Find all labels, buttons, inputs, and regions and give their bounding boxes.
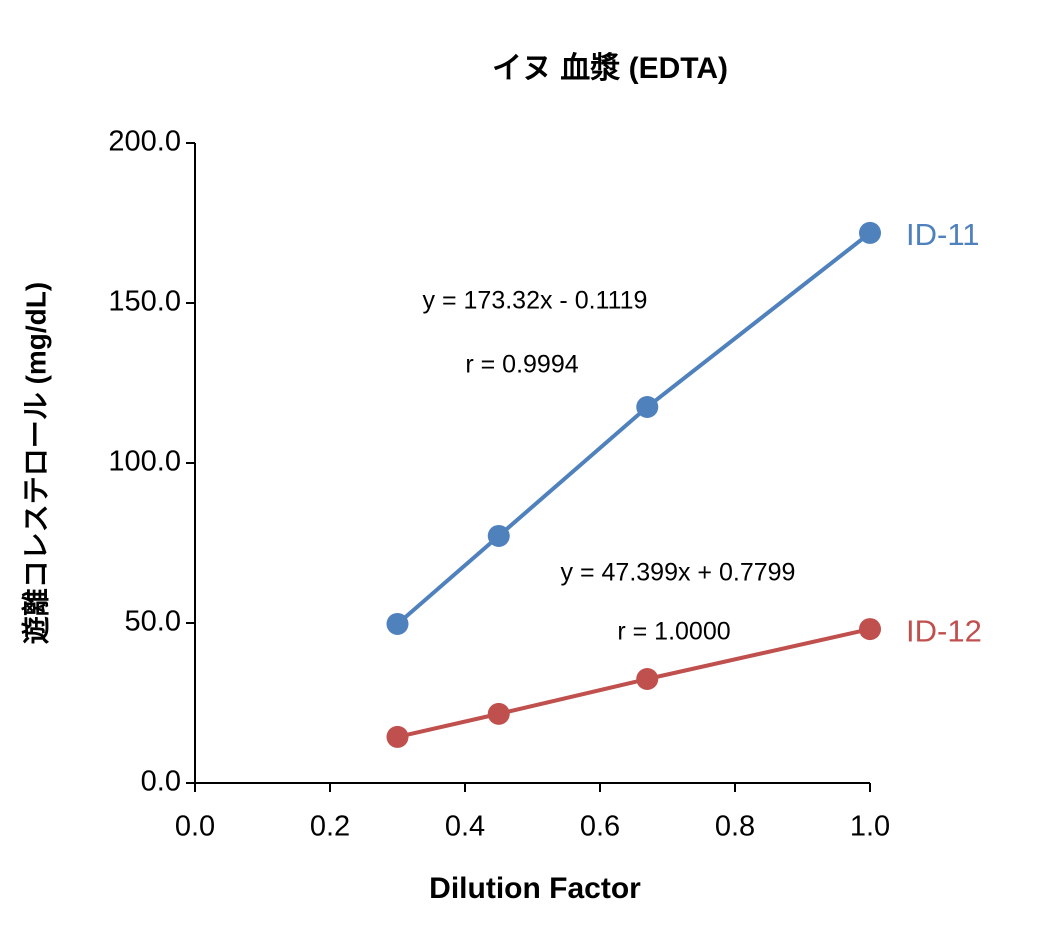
y-tick-label: 100.0	[108, 446, 181, 478]
data-point	[636, 668, 659, 690]
annotation: r = 1.0000	[617, 618, 730, 646]
y-tick-label: 150.0	[108, 286, 181, 318]
data-point	[386, 725, 409, 748]
y-tick-label: 200.0	[108, 126, 181, 158]
x-tick-label: 0.0	[175, 811, 215, 843]
data-point	[487, 524, 510, 547]
annotation: r = 0.9994	[465, 351, 578, 379]
x-tick-label: 0.8	[715, 811, 755, 843]
annotation: y = 47.399x + 0.7799	[561, 559, 796, 587]
y-tick-label: 50.0	[125, 606, 181, 638]
data-point	[859, 221, 881, 244]
series-line	[397, 627, 871, 739]
data-point	[386, 612, 409, 635]
x-tick-label: 1.0	[850, 811, 890, 843]
series-label: ID-11	[906, 217, 980, 252]
series-label: ID-12	[906, 613, 982, 648]
data-point	[859, 618, 881, 641]
x-tick-label: 0.4	[445, 811, 485, 843]
x-axis-title: Dilution Factor	[429, 872, 641, 905]
data-point	[636, 396, 659, 418]
x-tick-label: 0.2	[310, 811, 350, 843]
series-line	[396, 231, 872, 626]
y-axis-title: 遊離コレステロール (mg/dL)	[19, 282, 51, 644]
annotation: y = 173.32x - 0.1119	[423, 287, 648, 315]
y-tick-label: 0.0	[141, 766, 181, 798]
data-point	[487, 702, 510, 725]
chart-title: イヌ 血漿 (EDTA)	[492, 52, 728, 85]
x-tick-label: 0.6	[580, 811, 620, 843]
